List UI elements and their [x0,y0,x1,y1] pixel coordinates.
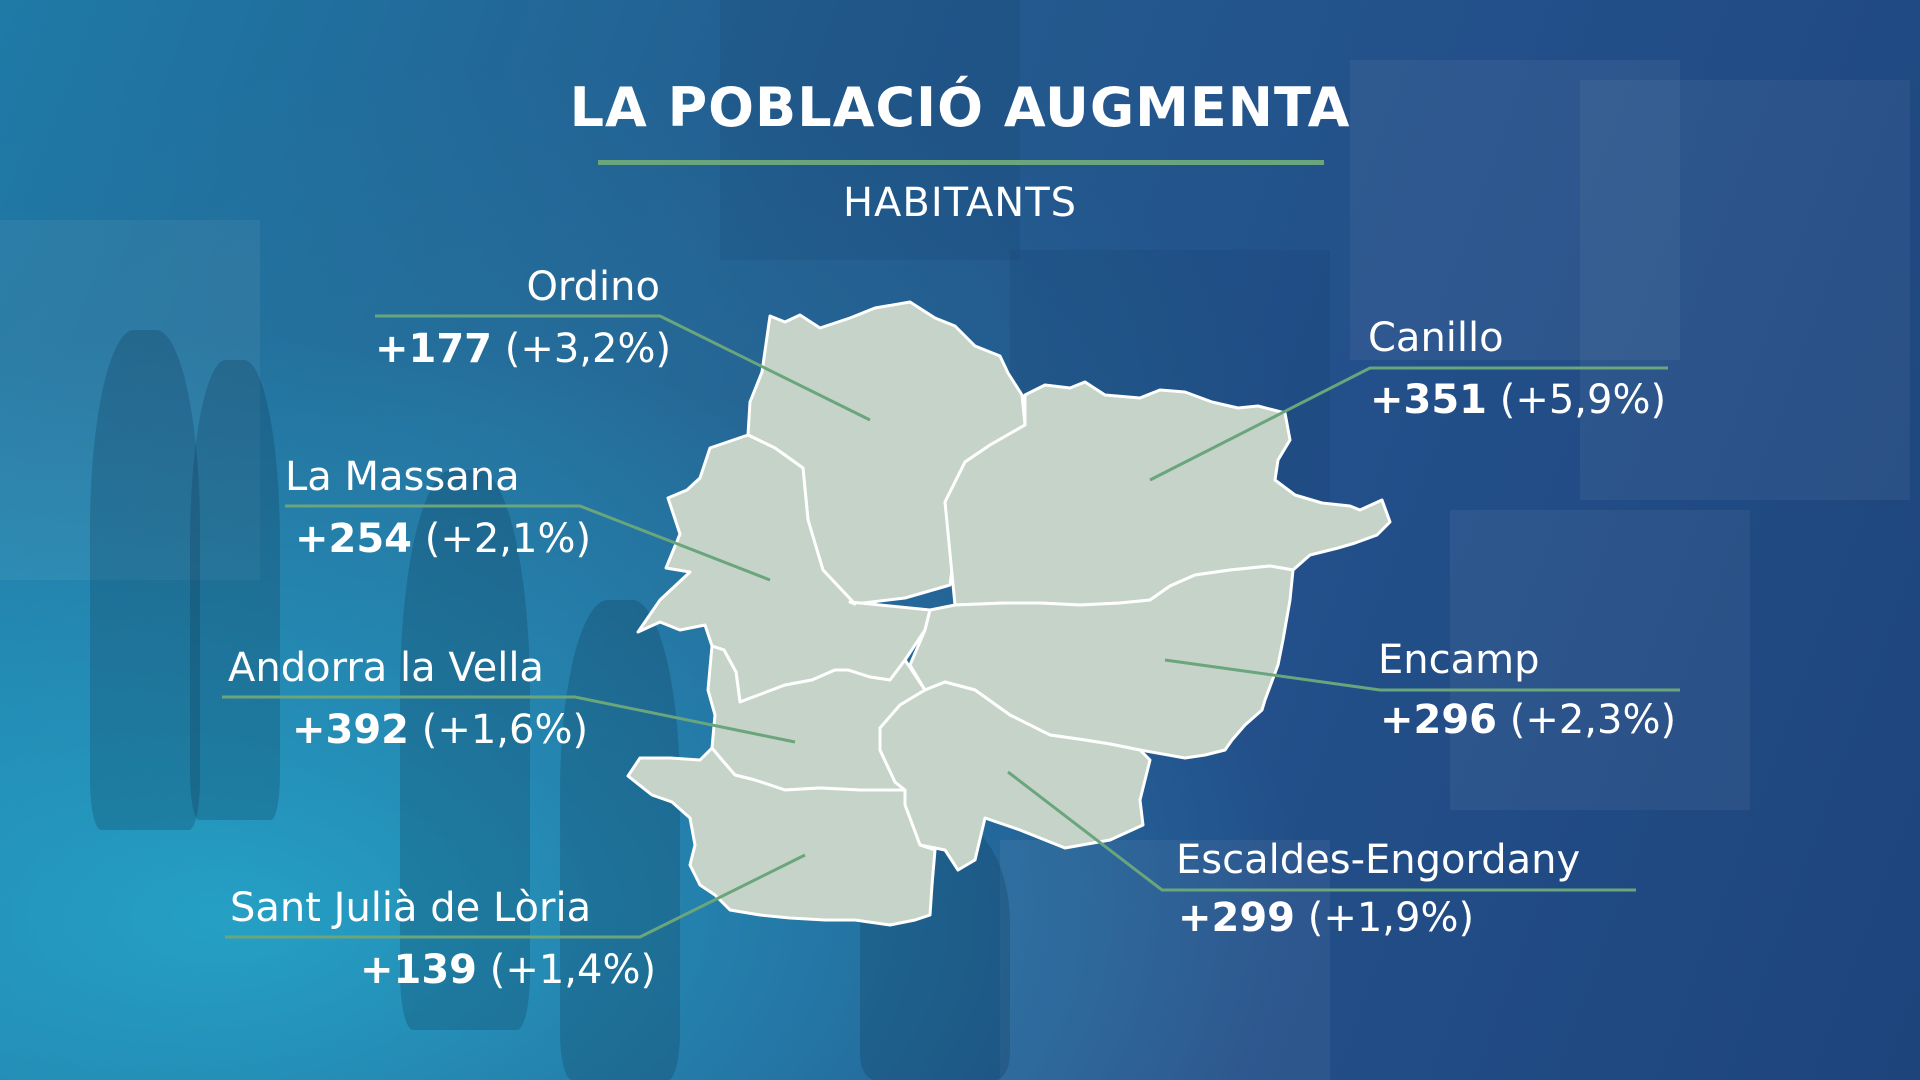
leader-andorra-la-vella [222,695,796,744]
encamp-delta: +296 [1380,697,1498,743]
label-escaldes-engordany-name: Escaldes-Engordany [1176,837,1581,883]
label-la-massana-name: La Massana [285,454,520,500]
label-sant-julia-de-loria-name: Sant Julià de Lòria [230,885,592,931]
bg-block [1350,60,1680,360]
page-subtitle: HABITANTS [842,180,1078,226]
label-andorra-la-vella-name: Andorra la Vella [228,645,544,691]
label-andorra-la-vella-value: +392 (+1,6%) [292,710,588,750]
bg-block [1000,840,1330,1080]
label-canillo-name: Canillo [1368,315,1504,361]
bg-block [1450,510,1750,810]
sant-julia-de-loria-pct: (+1,4%) [489,947,657,993]
leader-ordino [375,314,871,422]
sant-julia-de-loria-delta: +139 [360,947,478,993]
leader-encamp [1164,658,1680,692]
leader-sant-julia-de-loria [225,853,806,939]
encamp-pct: (+2,3%) [1509,697,1677,743]
bg-block [1580,80,1910,500]
escaldes-engordany-pct: (+1,9%) [1307,895,1475,941]
bg-figure [90,330,200,830]
andorra-la-vella-delta: +392 [292,707,410,753]
ordino-delta: +177 [375,326,493,372]
bg-block [720,0,1020,260]
bg-figure [560,600,680,1080]
label-encamp-value: +296 (+2,3%) [1380,700,1676,740]
andorra-la-vella-pct: (+1,6%) [421,707,589,753]
canillo-pct: (+5,9%) [1499,377,1667,423]
leader-escaldes-engordany [1007,770,1636,892]
parish-sant-julia-de-loria [626,746,937,927]
leader-canillo [1149,366,1668,482]
page-title: LA POBLACIÓ AUGMENTA [569,76,1351,139]
title-underline [598,160,1324,165]
label-ordino-name: Ordino [526,264,660,310]
canillo-delta: +351 [1370,377,1488,423]
escaldes-engordany-delta: +299 [1178,895,1296,941]
label-sant-julia-de-loria-value: +139 (+1,4%) [360,950,656,990]
ordino-pct: (+3,2%) [504,326,672,372]
label-ordino-value: +177 (+3,2%) [375,329,671,369]
bg-block [0,220,260,580]
la-massana-pct: (+2,1%) [424,516,592,562]
label-canillo-value: +351 (+5,9%) [1370,380,1666,420]
bg-figure [190,360,280,820]
la-massana-delta: +254 [295,516,413,562]
label-encamp-name: Encamp [1378,637,1540,683]
label-la-massana-value: +254 (+2,1%) [295,519,591,559]
leader-la-massana [285,504,771,582]
label-escaldes-engordany-value: +299 (+1,9%) [1178,898,1474,938]
